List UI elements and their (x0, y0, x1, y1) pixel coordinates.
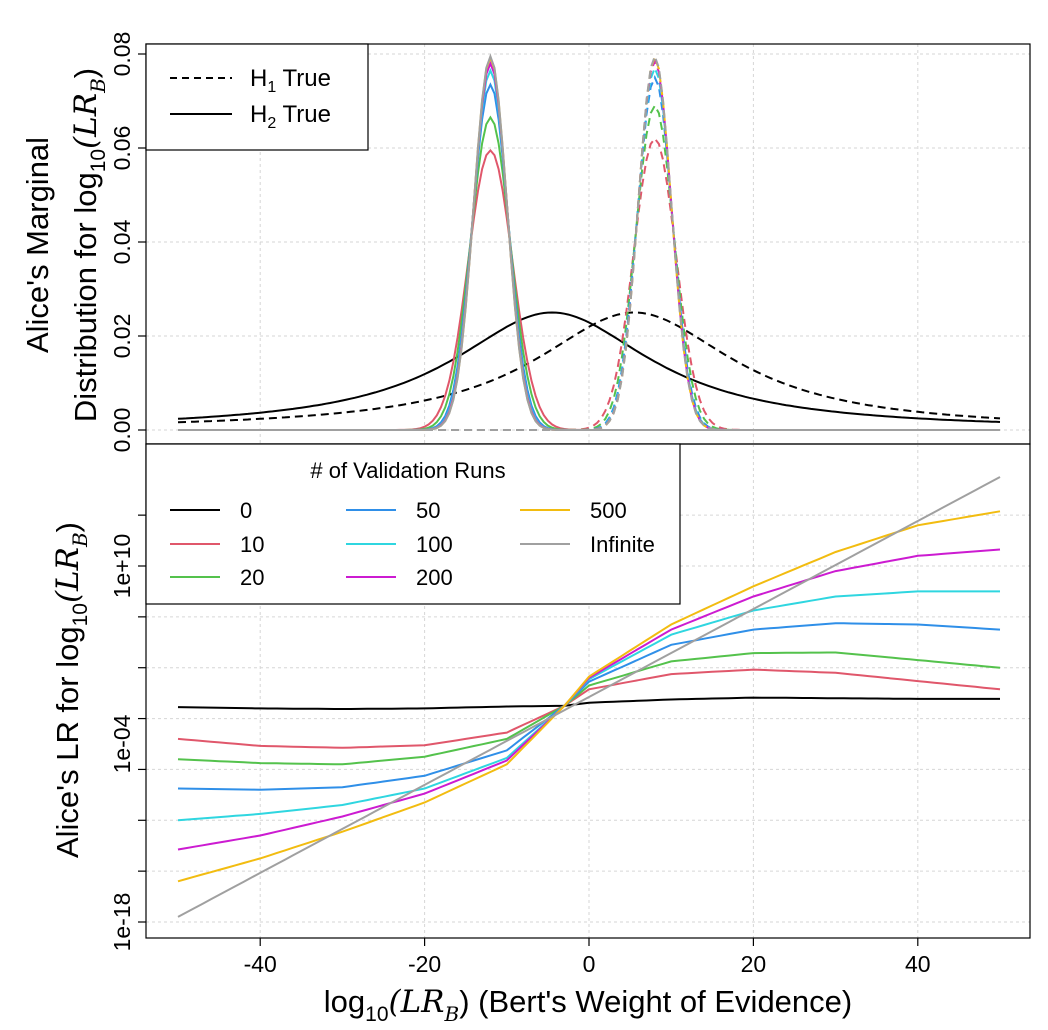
lr-curve-500 (177, 510, 1001, 883)
bottom-grid (146, 444, 1030, 938)
legend-label-50: 50 (416, 498, 440, 523)
top-legend: H1 True H2 True (145, 43, 369, 151)
top-panel: 0.00 0.02 0.04 0.06 0.08 H1 True H2 True Ali… (20, 32, 1031, 453)
top-curves (177, 53, 1001, 431)
top-ytick-label: 0.04 (109, 219, 135, 264)
legend-title: # of Validation Runs (310, 458, 505, 483)
legend-label-500: 500 (590, 498, 627, 523)
bottom-ytick-label: 1e-18 (109, 893, 135, 952)
lr-curve-Infinite (177, 476, 1001, 918)
legend-label-0: 0 (240, 498, 252, 523)
bottom-x-ticks: -40 -20 0 20 40 (244, 938, 931, 977)
top-ytick-label: 0.08 (109, 32, 135, 77)
top-y-axis-label: Alice's Marginal (20, 137, 55, 353)
top-ytick-label: 0.06 (109, 126, 135, 171)
h2-curve-0 (177, 311, 1001, 423)
legend-label-Infinite: Infinite (590, 532, 655, 557)
bottom-xtick-label: 20 (741, 951, 767, 977)
lr-curve-10 (177, 668, 1001, 749)
top-y-ticks: 0.00 0.02 0.04 0.06 0.08 (109, 32, 146, 453)
top-ylabel-line2: Distribution for log10(LRB) (68, 68, 110, 422)
bottom-panel: 1e-18 1e-04 1e+10 -40 -20 0 20 40 # of Validat… (50, 443, 1031, 1026)
bottom-xtick-label: -20 (408, 951, 441, 977)
lr-curve-50 (177, 622, 1001, 791)
bottom-xtick-label: 0 (583, 951, 596, 977)
bottom-y-axis-label: Alice's LR for log10(LRB) (50, 522, 92, 858)
bottom-legend: # of Validation Runs 0 10 20 50 100 200 500 Inf… (145, 443, 681, 605)
bottom-legend-box (145, 443, 681, 605)
lr-curve-20 (177, 651, 1001, 766)
x-axis-label: log10(LRB) (Bert's Weight of Evidence) (324, 984, 852, 1026)
legend-label-20: 20 (240, 565, 264, 590)
top-ylabel-line1: Alice's Marginal (20, 137, 55, 353)
top-ytick-label: 0.02 (109, 314, 135, 359)
legend-label-200: 200 (416, 565, 453, 590)
bottom-ytick-label: 1e-04 (109, 714, 135, 773)
legend-entries: 0 10 20 50 100 200 500 Infinite (170, 498, 655, 590)
lr-curve-0 (177, 696, 1000, 710)
legend-label-100: 100 (416, 532, 453, 557)
top-ylabel-line2-group: Distribution for log10(LRB) (68, 68, 110, 422)
h1-curve-0 (177, 311, 1001, 424)
legend-h2-label: H2 True (250, 101, 331, 132)
top-ytick-label: 0.00 (109, 408, 135, 453)
h2-curve-Infinite (178, 53, 1000, 431)
bottom-ylabel-group: Alice's LR for log10(LRB) (50, 522, 92, 858)
bottom-ytick-label: 1e+10 (109, 534, 135, 599)
legend-h1-label: H1 True (250, 65, 331, 96)
top-legend-box (145, 43, 369, 151)
bottom-curves (177, 476, 1001, 918)
bottom-xtick-label: -40 (244, 951, 277, 977)
legend-label-10: 10 (240, 532, 264, 557)
bottom-xtick-label: 40 (905, 951, 931, 977)
bottom-y-ticks: 1e-18 1e-04 1e+10 (109, 514, 146, 952)
